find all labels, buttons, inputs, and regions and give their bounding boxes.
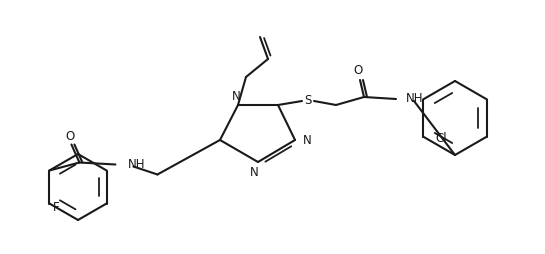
Text: N: N bbox=[250, 166, 258, 179]
Text: N: N bbox=[232, 90, 240, 103]
Text: Cl: Cl bbox=[435, 132, 446, 145]
Text: F: F bbox=[53, 201, 60, 214]
Text: O: O bbox=[353, 65, 362, 77]
Text: NH: NH bbox=[406, 92, 423, 105]
Text: S: S bbox=[304, 93, 312, 106]
Text: NH: NH bbox=[128, 158, 145, 171]
Text: O: O bbox=[66, 130, 75, 143]
Text: N: N bbox=[302, 134, 311, 147]
